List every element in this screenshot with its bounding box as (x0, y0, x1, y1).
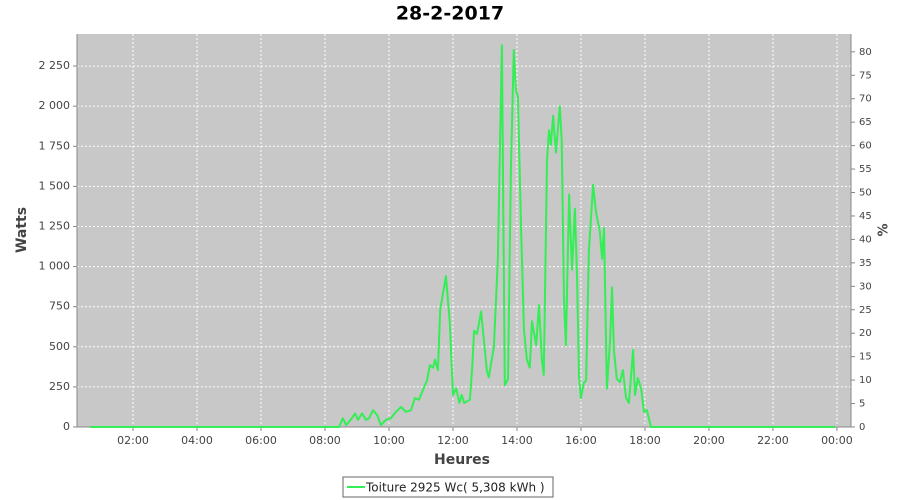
y2-tick-label: 45 (859, 211, 872, 222)
x-tick-label: 12:00 (437, 434, 469, 447)
y2-tick-label: 65 (859, 117, 872, 128)
y-tick-label: 1 500 (39, 179, 71, 192)
y-tick-label: 500 (49, 340, 70, 353)
x-tick-label: 00:00 (821, 434, 853, 447)
x-tick-label: 10:00 (373, 434, 405, 447)
y2-tick-label: 40 (859, 234, 872, 245)
y2-tick-label: 0 (859, 422, 865, 433)
y2-tick-label: 55 (859, 164, 872, 175)
chart-title: 28-2-2017 (396, 3, 504, 25)
x-tick-label: 20:00 (693, 434, 725, 447)
x-tick-label: 06:00 (245, 434, 277, 447)
x-tick-label: 16:00 (565, 434, 597, 447)
y2-tick-label: 60 (859, 141, 872, 152)
y-tick-label: 0 (63, 420, 70, 433)
series-line (90, 44, 835, 428)
y2-tick-label: 50 (859, 188, 872, 199)
x-tick-label: 04:00 (181, 434, 213, 447)
y-tick-label: 250 (49, 380, 70, 393)
x-tick-label: 08:00 (309, 434, 341, 447)
y-tick-label: 750 (49, 300, 70, 313)
legend (342, 476, 554, 498)
x-axis-label: Heures (434, 452, 490, 468)
legend-label: Toiture 2925 Wc( 5,308 kWh ) (365, 481, 545, 495)
y2-tick-label: 15 (859, 352, 872, 363)
x-tick-label: 14:00 (501, 434, 533, 447)
y2-axis-label: % (877, 223, 892, 236)
y-tick-label: 2 250 (39, 59, 71, 72)
y2-tick-label: 75 (859, 70, 872, 81)
y-tick-label: 1 250 (39, 219, 71, 232)
y2-tick-label: 10 (859, 375, 872, 386)
y2-tick-label: 80 (859, 47, 872, 58)
x-tick-label: 22:00 (757, 434, 789, 447)
y2-tick-label: 30 (859, 281, 872, 292)
x-tick-label: 02:00 (117, 434, 149, 447)
x-tick-label: 18:00 (629, 434, 661, 447)
y-tick-label: 1 000 (39, 260, 71, 273)
y-tick-label: 1 750 (39, 139, 71, 152)
y2-tick-label: 20 (859, 328, 872, 339)
y2-tick-label: 35 (859, 258, 872, 269)
y-tick-label: 2 000 (39, 99, 71, 112)
y-axis-label: Watts (14, 207, 30, 253)
y2-tick-label: 70 (859, 94, 872, 105)
y2-tick-label: 5 (859, 399, 865, 410)
y2-tick-label: 25 (859, 305, 872, 316)
plot-area (77, 34, 851, 427)
